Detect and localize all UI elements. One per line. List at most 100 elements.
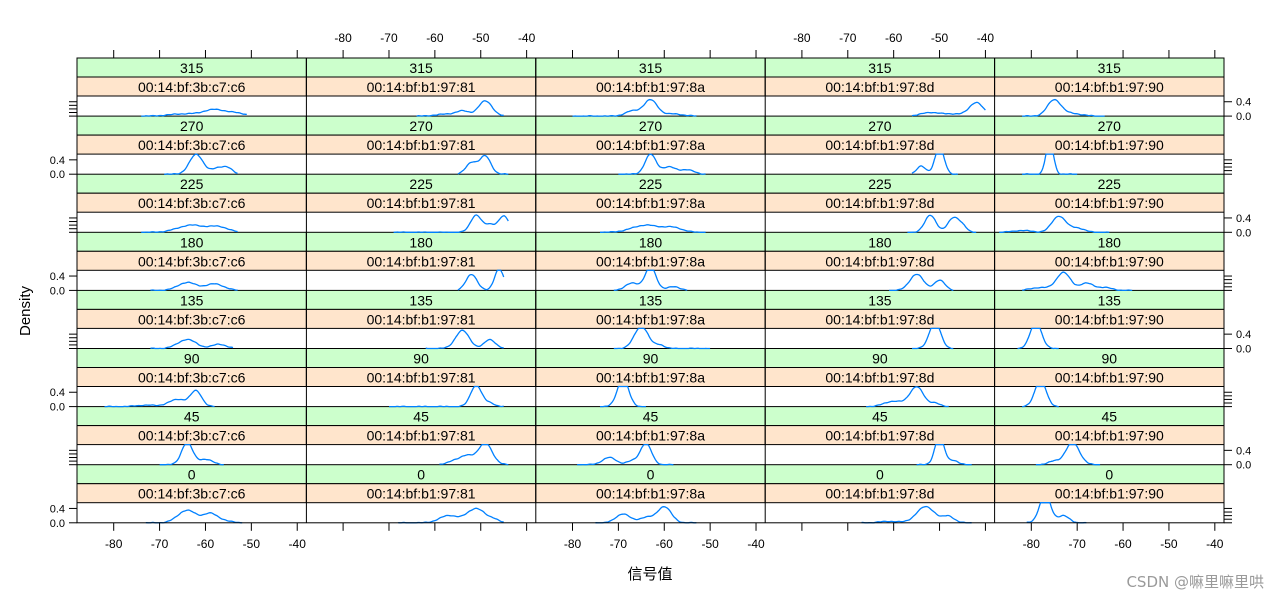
density-line	[595, 506, 697, 524]
y-tick-label: 0.4	[1236, 445, 1251, 457]
density-line	[861, 505, 972, 524]
strip-angle-label: 225	[868, 176, 892, 192]
density-line	[398, 507, 504, 524]
x-tick-label: -70	[380, 31, 398, 45]
x-tick-label: -50	[472, 31, 490, 45]
strip-angle-label: 0	[188, 467, 196, 483]
x-tick-label: -50	[1160, 537, 1178, 551]
strip-angle-label: 225	[1098, 176, 1122, 192]
density-line	[1022, 153, 1078, 175]
strip-mac-label: 00:14:bf:3b:c7:c6	[138, 253, 246, 269]
x-tick-label: -80	[793, 31, 811, 45]
density-line	[916, 443, 972, 466]
strip-angle-label: 90	[643, 351, 659, 367]
strip-angle-label: 270	[409, 118, 433, 134]
x-tick-label: -60	[197, 537, 215, 551]
y-tick-label: 0.0	[1236, 460, 1251, 472]
strip-angle-label: 270	[639, 118, 663, 134]
strip-mac-label: 00:14:bf:b1:97:8d	[825, 428, 934, 444]
density-line	[1022, 271, 1133, 292]
density-line	[912, 327, 954, 350]
strip-angle-label: 45	[413, 409, 429, 425]
density-line	[613, 269, 688, 291]
strip-angle-label: 135	[639, 292, 663, 308]
x-tick-label: -60	[885, 31, 903, 45]
x-tick-label: -60	[426, 31, 444, 45]
y-tick-label: 0.0	[50, 402, 65, 414]
x-tick-label: -50	[243, 537, 261, 551]
density-line	[613, 327, 711, 350]
strip-angle-label: 315	[180, 60, 204, 76]
density-line	[141, 224, 238, 233]
strip-mac-label: 00:14:bf:b1:97:81	[367, 428, 476, 444]
strip-mac-label: 00:14:bf:3b:c7:c6	[138, 311, 246, 327]
y-tick-label: 0.4	[1236, 97, 1251, 109]
strip-angle-label: 45	[184, 409, 200, 425]
strip-angle-label: 315	[1098, 60, 1122, 76]
strip-angle-label: 225	[409, 176, 433, 192]
density-line	[389, 385, 504, 408]
strip-angle-label: 90	[872, 351, 888, 367]
strip-angle-label: 315	[868, 60, 892, 76]
strip-mac-label: 00:14:bf:b1:97:8d	[825, 195, 934, 211]
strip-angle-label: 0	[1105, 467, 1113, 483]
strip-mac-label: 00:14:bf:3b:c7:c6	[138, 195, 246, 211]
density-line	[600, 224, 706, 233]
x-tick-label: -40	[518, 31, 536, 45]
density-line	[911, 153, 958, 175]
strip-mac-label: 00:14:bf:b1:97:81	[367, 311, 476, 327]
strip-angle-label: 180	[409, 234, 433, 250]
density-line	[439, 443, 509, 466]
strip-mac-label: 00:14:bf:b1:97:90	[1055, 253, 1164, 269]
strip-angle-label: 180	[868, 234, 892, 250]
density-line	[425, 329, 504, 350]
strip-mac-label: 00:14:bf:b1:97:8d	[825, 486, 934, 502]
x-tick-label: -50	[931, 31, 949, 45]
strip-angle-label: 270	[1098, 118, 1122, 134]
density-line	[866, 386, 949, 408]
strip-mac-label: 00:14:bf:b1:97:8a	[596, 195, 705, 211]
density-line	[577, 443, 674, 466]
strip-angle-label: 90	[413, 351, 429, 367]
strip-mac-label: 00:14:bf:b1:97:8a	[596, 311, 705, 327]
y-tick-label: 0.4	[50, 387, 65, 399]
y-tick-label: 0.4	[50, 503, 65, 515]
density-line	[104, 389, 215, 408]
density-line	[907, 214, 977, 233]
y-tick-label: 0.0	[50, 285, 65, 297]
strip-mac-label: 00:14:bf:b1:97:8a	[596, 137, 705, 153]
x-tick-label: -60	[656, 537, 674, 551]
strip-mac-label: 00:14:bf:3b:c7:c6	[138, 428, 246, 444]
strip-mac-label: 00:14:bf:b1:97:81	[367, 486, 476, 502]
y-tick-label: 0.0	[1236, 344, 1251, 356]
density-line	[911, 101, 986, 117]
strip-mac-label: 00:14:bf:b1:97:8a	[596, 79, 705, 95]
strip-mac-label: 00:14:bf:b1:97:90	[1055, 370, 1164, 386]
y-tick-label: 0.4	[1236, 329, 1251, 341]
x-tick-label: -80	[1023, 537, 1041, 551]
density-line	[150, 281, 238, 292]
y-axis-label: Density	[17, 285, 34, 336]
strip-mac-label: 00:14:bf:b1:97:81	[367, 195, 476, 211]
density-line	[600, 385, 646, 408]
strip-angle-label: 135	[868, 292, 892, 308]
strip-angle-label: 225	[639, 176, 663, 192]
density-line	[1022, 385, 1059, 408]
x-tick-label: -60	[1114, 537, 1132, 551]
density-line	[145, 509, 243, 524]
strip-mac-label: 00:14:bf:b1:97:81	[367, 370, 476, 386]
strip-angle-label: 90	[184, 351, 200, 367]
strip-angle-label: 180	[1098, 234, 1122, 250]
strip-mac-label: 00:14:bf:b1:97:90	[1055, 311, 1164, 327]
density-line	[1035, 443, 1101, 466]
strip-mac-label: 00:14:bf:3b:c7:c6	[138, 370, 246, 386]
density-line	[1017, 327, 1059, 350]
strip-mac-label: 00:14:bf:b1:97:90	[1055, 486, 1164, 502]
strip-mac-label: 00:14:bf:3b:c7:c6	[138, 486, 246, 502]
axes-layer: -80 -80 -80 -80 -80 -70 -70 -70 -70 -70 -60 -60 -60 -…	[50, 31, 1252, 551]
strip-mac-label: 00:14:bf:b1:97:81	[367, 137, 476, 153]
density-line	[150, 338, 234, 350]
strip-angle-label: 180	[180, 234, 204, 250]
strip-angle-label: 45	[1102, 409, 1118, 425]
x-tick-label: -80	[105, 537, 123, 551]
